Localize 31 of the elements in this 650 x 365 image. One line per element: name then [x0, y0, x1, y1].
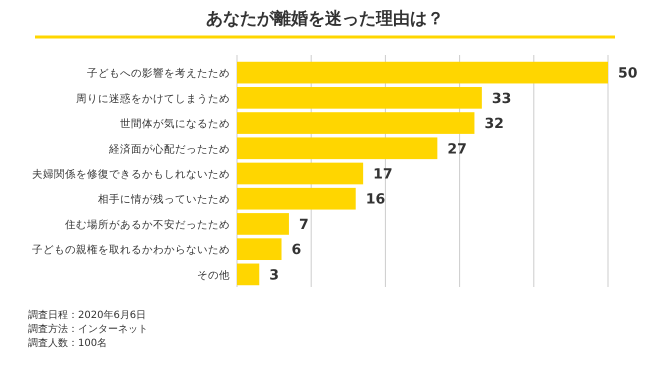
bar	[237, 137, 438, 160]
y-tick-label: その他	[197, 269, 230, 282]
data-label: 3	[269, 267, 280, 284]
data-label: 16	[366, 192, 386, 208]
data-label: 50	[618, 66, 638, 82]
data-label: 7	[298, 216, 309, 233]
y-tick-label: 子どもの親権を取れるかわからないため	[32, 243, 230, 256]
y-tick-label: 子どもへの影響を考えたため	[87, 66, 230, 80]
y-tick-label: 夫婦関係を修復できるかもしれないため	[32, 168, 230, 180]
data-label: 17	[373, 166, 393, 182]
data-label: 6	[292, 242, 302, 258]
bar	[237, 162, 364, 184]
data-label: 33	[492, 90, 512, 107]
y-tick-label: 周りに迷惑をかけてしまうため	[76, 92, 230, 105]
bar	[237, 86, 482, 109]
y-tick-label: 世間体が気になるため	[120, 117, 230, 130]
bar	[237, 112, 474, 134]
y-tick-label: 経済面が心配だったため	[108, 142, 230, 156]
bar	[237, 188, 356, 210]
text: 調査人数：100名	[28, 337, 108, 349]
bar	[237, 238, 282, 260]
data-label: 32	[484, 116, 504, 132]
y-tick-label: 住む場所があるか不安だったため	[65, 218, 230, 231]
bar	[237, 62, 608, 84]
bar	[237, 213, 289, 235]
text: 調査日程：2020年6月6日	[28, 309, 146, 321]
y-tick-label: 相手に情が残っていたため	[98, 192, 230, 206]
chart-title: あなたが離婚を迷った理由は？	[206, 9, 444, 29]
bar	[237, 264, 260, 286]
data-label: 27	[447, 141, 467, 158]
text: 調査方法：インターネット	[28, 323, 148, 335]
